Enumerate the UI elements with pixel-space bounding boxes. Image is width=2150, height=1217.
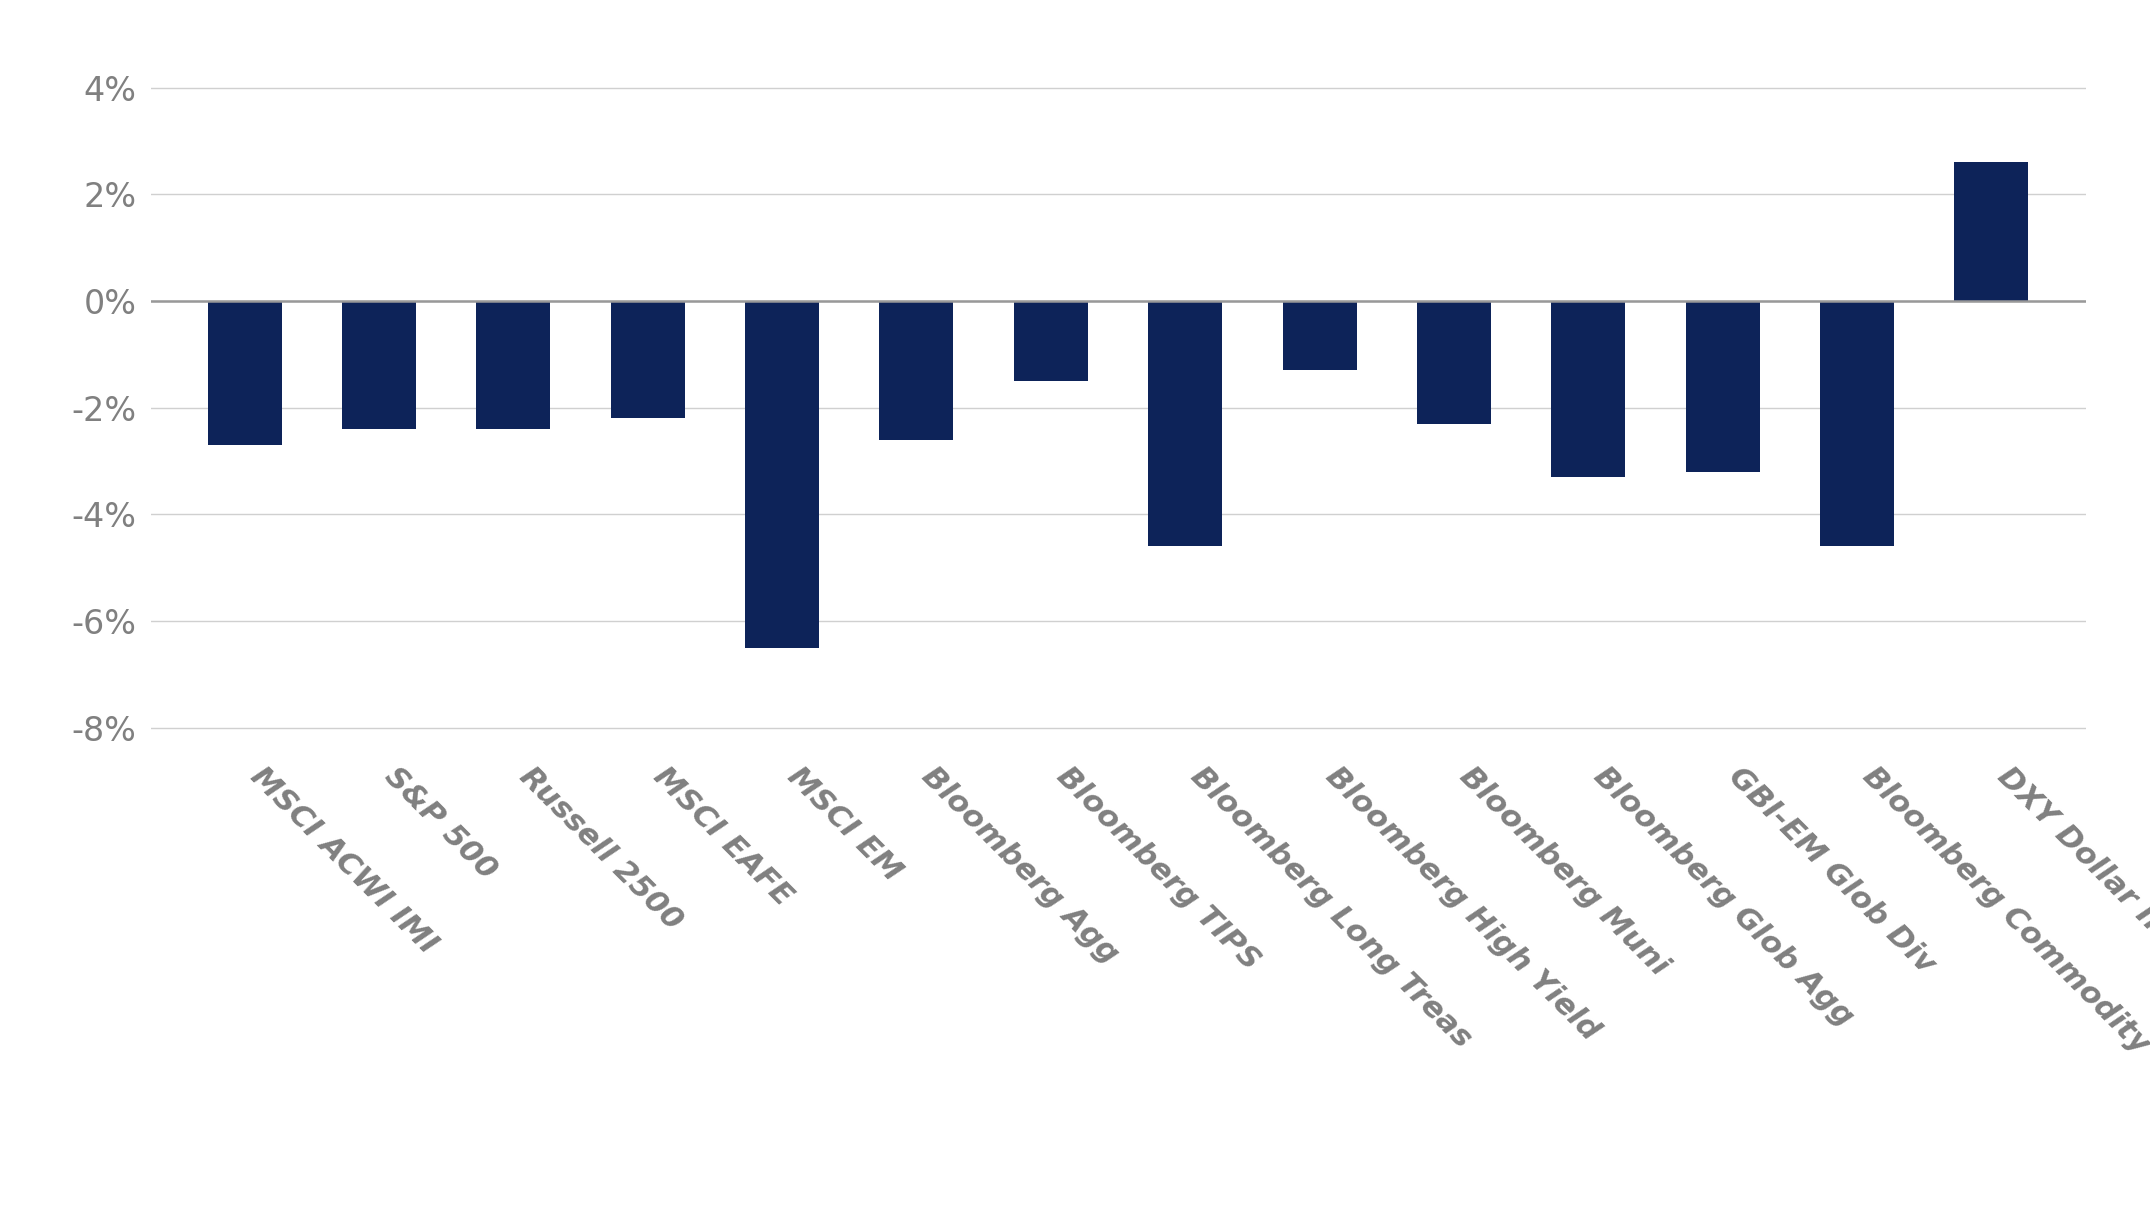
Bar bbox=[1015, 301, 1088, 381]
Bar bbox=[1552, 301, 1625, 477]
Bar bbox=[209, 301, 282, 445]
Bar bbox=[1417, 301, 1490, 424]
Bar bbox=[611, 301, 684, 419]
Bar bbox=[1284, 301, 1357, 370]
Bar bbox=[1954, 162, 2027, 301]
Bar bbox=[342, 301, 415, 430]
Bar bbox=[1148, 301, 1221, 546]
Bar bbox=[879, 301, 952, 439]
Bar bbox=[1821, 301, 1894, 546]
Bar bbox=[477, 301, 550, 430]
Bar bbox=[1686, 301, 1759, 472]
Bar bbox=[746, 301, 819, 647]
